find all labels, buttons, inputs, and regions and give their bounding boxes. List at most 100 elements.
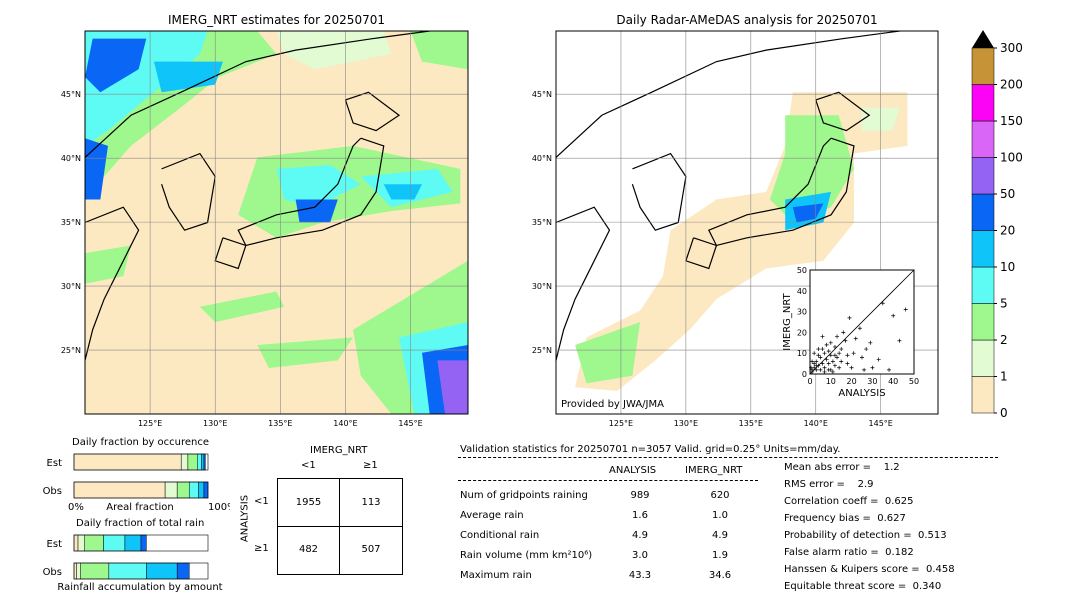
colorbar-segment <box>971 193 995 231</box>
scatter-point <box>818 367 823 372</box>
contingency-row-lt1: <1 <box>254 496 269 507</box>
fraction-segment <box>176 562 190 580</box>
scatter-point <box>818 355 823 360</box>
fraction-segment <box>198 481 205 499</box>
col-imerg: IMERG_NRT <box>685 465 743 476</box>
china-coast <box>85 206 140 361</box>
fraction-segment <box>164 481 178 499</box>
scatter-point <box>849 365 854 370</box>
scatter-point <box>880 301 885 306</box>
rain-area <box>153 61 223 93</box>
scatter-point <box>824 342 829 347</box>
row-label: Est <box>47 539 63 550</box>
colorbar-label: 10 <box>1000 260 1015 274</box>
validation-row: Num of gridpoints raining <box>460 490 588 501</box>
fraction-segment <box>73 453 182 471</box>
contingency-col-ge1: ≥1 <box>363 460 378 471</box>
rain-area <box>199 291 285 323</box>
scatter-xtick: 40 <box>888 377 898 386</box>
rain-area <box>410 31 468 70</box>
scatter-point <box>870 365 875 370</box>
lat-label: 35°N <box>61 218 81 227</box>
scatter-point <box>876 357 881 362</box>
validation-imerg-value: 1.9 <box>712 550 728 561</box>
scatter-point <box>810 369 815 374</box>
score-line: Equitable threat score = 0.340 <box>784 581 942 592</box>
scatter-point <box>845 361 850 366</box>
lon-label: 130°E <box>203 419 227 428</box>
fraction-bar-frame <box>73 534 209 552</box>
map-frame <box>84 30 469 415</box>
total-rain-chart: Est Obs Rainfall accumulation by amount <box>43 534 223 593</box>
axis-mid-label: Areal fraction <box>106 502 173 513</box>
rain-area <box>85 245 131 284</box>
colorbar-label: 1 <box>1000 370 1008 384</box>
lon-label: 135°E <box>739 419 763 428</box>
validation-analysis-value: 1.6 <box>632 510 648 521</box>
rain-area <box>769 115 854 223</box>
scatter-ytick: 30 <box>797 308 807 317</box>
row-label: Obs <box>43 486 62 497</box>
validation-row: Maximum rain <box>460 570 532 581</box>
colorbar-label: 100 <box>1000 151 1023 165</box>
colorbar-label: 50 <box>1000 187 1015 201</box>
fraction-segment <box>73 481 166 499</box>
fraction-bar-frame <box>73 481 209 499</box>
cell-ge1-ge1: 507 <box>361 544 381 555</box>
rain-area <box>383 184 423 200</box>
hokkaido-coast <box>815 91 871 132</box>
scatter-xtick: 50 <box>909 377 919 386</box>
right-map-title: Daily Radar-AMeDAS analysis for 20250701 <box>616 13 878 27</box>
colorbar-segment <box>971 120 995 158</box>
scatter-point <box>820 361 825 366</box>
validation-analysis-value: 43.3 <box>628 570 652 581</box>
contingency-col-header: IMERG_NRT <box>310 445 368 456</box>
lon-label: 145°E <box>398 419 422 428</box>
validation-row: Rain volume (mm km²10⁶) <box>460 550 593 561</box>
scatter-point <box>837 351 842 356</box>
scatter-point <box>824 357 829 362</box>
scatter-point <box>845 353 850 358</box>
colorbar-segment <box>971 266 995 304</box>
diagonal-line <box>809 269 915 375</box>
rain-area <box>85 138 108 200</box>
validation-imerg-value: 4.9 <box>712 530 728 541</box>
scatter-point <box>839 347 844 352</box>
scatter-point <box>814 367 819 372</box>
row-label: Est <box>47 458 63 469</box>
lon-label: 130°E <box>674 419 698 428</box>
validation-analysis-value: 4.9 <box>632 530 648 541</box>
scatter-point <box>816 353 821 358</box>
fraction-segment <box>201 453 205 471</box>
colorbar-label: 5 <box>1000 297 1008 311</box>
fraction-bar-frame <box>73 562 209 580</box>
validation-imerg-value: 34.6 <box>708 570 732 581</box>
validation-analysis-value: 989 <box>630 490 650 501</box>
lat-label: 45°N <box>61 90 81 99</box>
colorbar-segment <box>971 230 995 268</box>
korea-coast <box>631 152 687 231</box>
lat-label: 30°N <box>61 282 81 291</box>
scatter-point <box>897 338 902 343</box>
scatter-point <box>862 367 867 372</box>
lat-label: 25°N <box>532 346 552 355</box>
score-line: RMS error = 2.9 <box>784 479 874 490</box>
colorbar-segment <box>971 303 995 341</box>
occurrence-title: Daily fraction by occurence <box>72 437 210 448</box>
score-line: Hanssen & Kuipers score = 0.458 <box>784 564 955 575</box>
colorbar-label: 0 <box>1000 406 1008 420</box>
right-map: 45°N 40°N 35°N 30°N 25°N 125°E 130°E 135°E 140°E… <box>532 30 939 428</box>
scatter-point <box>851 351 856 356</box>
scatter-point <box>857 326 862 331</box>
map-frame <box>555 30 939 415</box>
scatter-ytick: 20 <box>797 328 807 337</box>
scatter-ytick: 40 <box>797 287 807 296</box>
scatter-point <box>860 355 864 360</box>
scatter-point <box>812 351 817 356</box>
fraction-segment <box>203 481 209 499</box>
scatter-ytick: 10 <box>797 349 807 358</box>
lat-label: 35°N <box>532 218 552 227</box>
score-line: Frequency bias = 0.627 <box>784 513 906 524</box>
fraction-segment <box>76 562 81 580</box>
korea-coast <box>161 152 216 231</box>
